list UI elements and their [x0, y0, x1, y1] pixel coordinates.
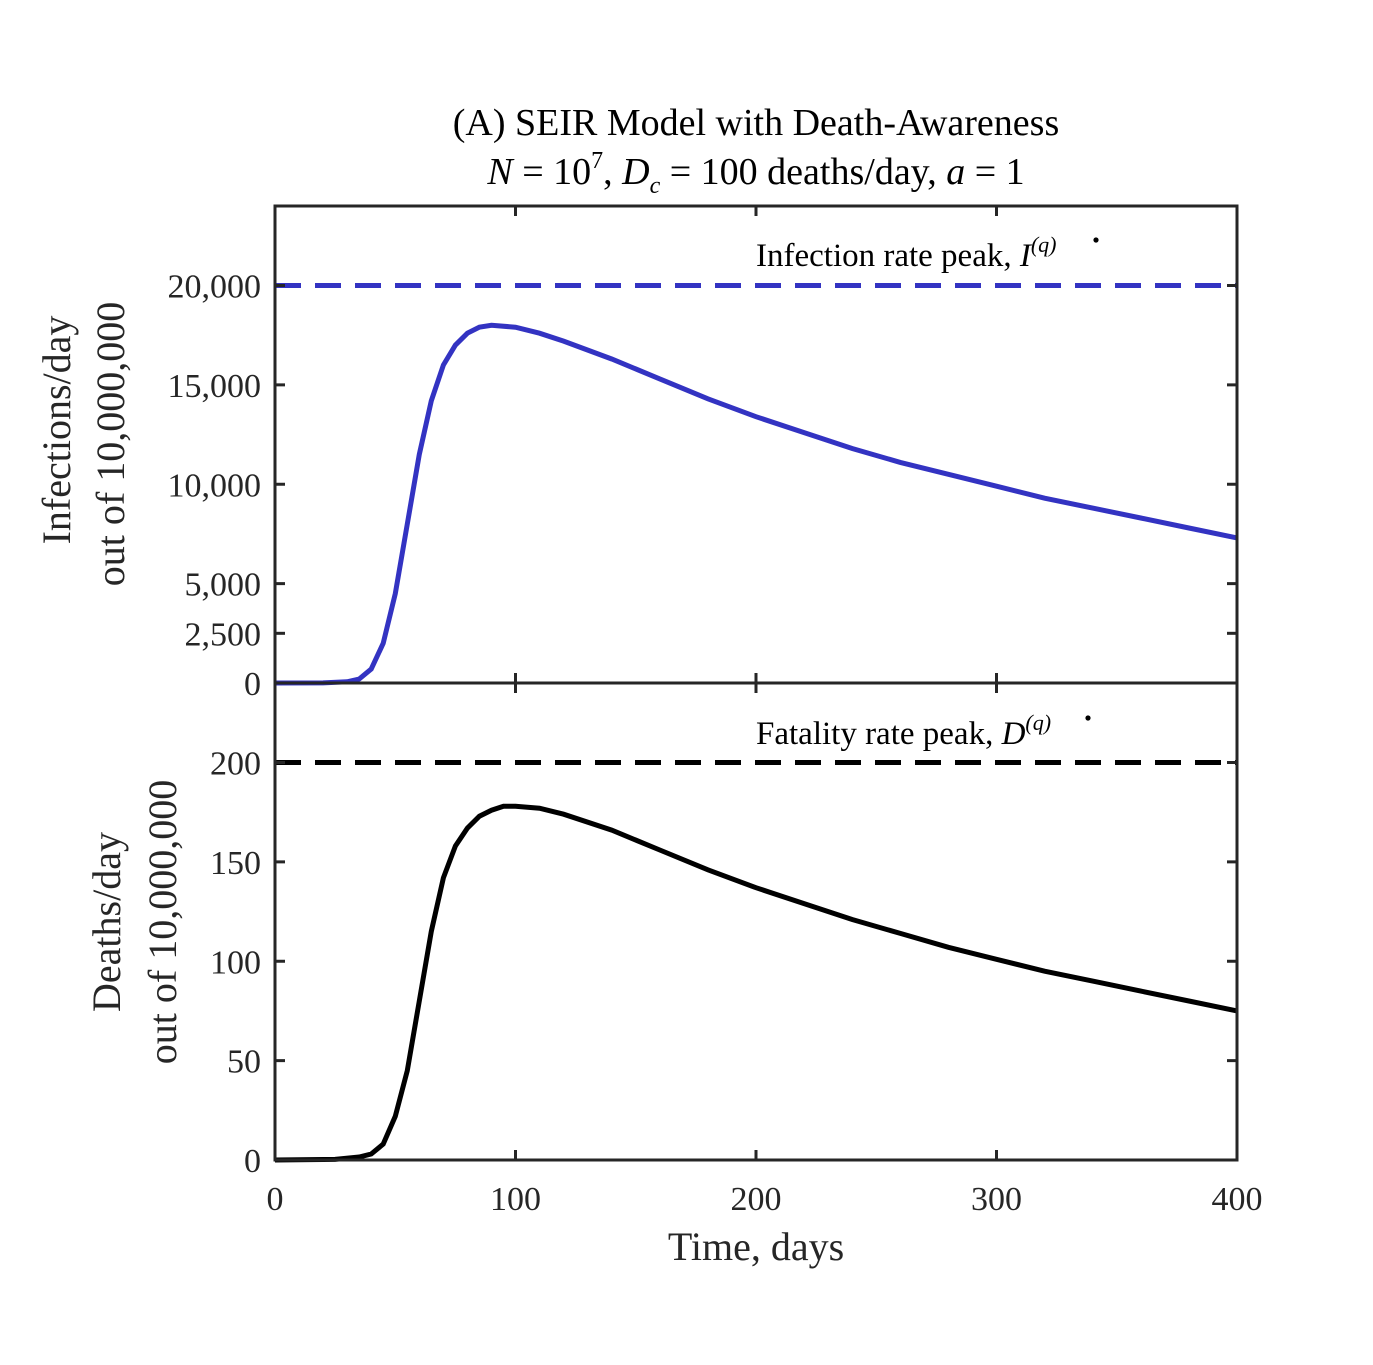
chart-title-line2: N = 107, Dc = 100 deaths/day, a = 1	[486, 148, 1024, 199]
deaths-axes-frame	[273, 681, 1239, 1162]
xtick-label: 200	[731, 1181, 782, 1218]
fatality-peak-label: Fatality rate peak, D(q)	[756, 710, 1051, 752]
deaths-panel: Fatality rate peak, D(q) 0 50 100 150 200 0 1…	[84, 681, 1263, 1218]
deaths-series-line	[274, 803, 1238, 1163]
x-axis-title: Time, days	[668, 1224, 844, 1269]
infections-ytick-label: 20,000	[168, 269, 262, 306]
infections-panel: Infection rate peak, I(q) 0 2,500 5,000 10,…	[34, 204, 1239, 703]
infections-series-line	[274, 322, 1238, 686]
xtick-label: 300	[971, 1181, 1022, 1218]
xtick-label: 400	[1212, 1181, 1263, 1218]
deaths-ytick-label: 200	[210, 746, 261, 783]
deaths-ytick-label: 150	[210, 845, 261, 882]
deaths-ytick-label: 50	[227, 1044, 261, 1081]
xtick-label: 0	[267, 1181, 284, 1218]
deaths-ylabel-line2: out of 10,000,000	[140, 780, 185, 1064]
infections-ylabel-line2: out of 10,000,000	[88, 302, 133, 586]
xtick-label: 100	[490, 1181, 541, 1218]
infections-ytick-label: 15,000	[168, 368, 262, 405]
deaths-ytick-label: 100	[210, 944, 261, 981]
infections-ylabel-line1: Infections/day	[34, 316, 79, 545]
deaths-ytick-label: 0	[244, 1143, 261, 1180]
chart-title-line1: (A) SEIR Model with Death-Awareness	[453, 102, 1059, 144]
infections-ytick-label: 5,000	[185, 567, 262, 604]
infections-ytick-label: 2,500	[185, 616, 262, 653]
infection-label-dot	[1093, 237, 1099, 243]
infections-ytick-label: 0	[244, 666, 261, 703]
deaths-ylabel-line1: Deaths/day	[84, 832, 129, 1012]
infection-peak-label: Infection rate peak, I(q)	[756, 232, 1057, 274]
fatality-label-dot	[1085, 715, 1091, 721]
infections-ytick-label: 10,000	[168, 467, 262, 504]
